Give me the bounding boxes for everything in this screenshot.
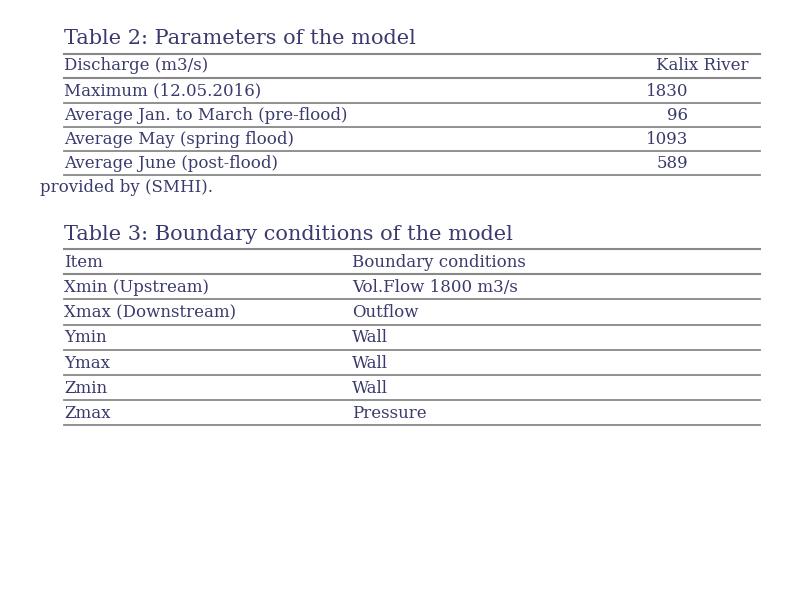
Text: Table 2: Parameters of the model: Table 2: Parameters of the model bbox=[64, 29, 416, 49]
Text: Wall: Wall bbox=[352, 329, 388, 346]
Text: Ymin: Ymin bbox=[64, 329, 106, 346]
Text: Average Jan. to March (pre-flood): Average Jan. to March (pre-flood) bbox=[64, 107, 347, 124]
Text: 589: 589 bbox=[656, 155, 688, 172]
Text: Average June (post-flood): Average June (post-flood) bbox=[64, 155, 278, 172]
Text: Discharge (m3/s): Discharge (m3/s) bbox=[64, 58, 208, 74]
Text: Outflow: Outflow bbox=[352, 304, 418, 321]
Text: Kalix River: Kalix River bbox=[656, 58, 749, 74]
Text: Maximum (12.05.2016): Maximum (12.05.2016) bbox=[64, 83, 262, 100]
Text: Boundary conditions: Boundary conditions bbox=[352, 254, 526, 271]
Text: Average May (spring flood): Average May (spring flood) bbox=[64, 131, 294, 148]
Text: Vol.Flow 1800 m3/s: Vol.Flow 1800 m3/s bbox=[352, 279, 518, 296]
Text: 1093: 1093 bbox=[646, 131, 688, 148]
Text: provided by (SMHI).: provided by (SMHI). bbox=[40, 179, 213, 196]
Text: Zmin: Zmin bbox=[64, 380, 107, 397]
Text: Xmin (Upstream): Xmin (Upstream) bbox=[64, 279, 209, 296]
Text: 1830: 1830 bbox=[646, 83, 688, 100]
Text: Wall: Wall bbox=[352, 380, 388, 397]
Text: 96: 96 bbox=[667, 107, 688, 124]
Text: Xmax (Downstream): Xmax (Downstream) bbox=[64, 304, 236, 321]
Text: Wall: Wall bbox=[352, 355, 388, 371]
Text: Pressure: Pressure bbox=[352, 405, 426, 422]
Text: Zmax: Zmax bbox=[64, 405, 110, 422]
Text: Ymax: Ymax bbox=[64, 355, 110, 371]
Text: Table 3: Boundary conditions of the model: Table 3: Boundary conditions of the mode… bbox=[64, 224, 513, 244]
Text: Item: Item bbox=[64, 254, 103, 271]
